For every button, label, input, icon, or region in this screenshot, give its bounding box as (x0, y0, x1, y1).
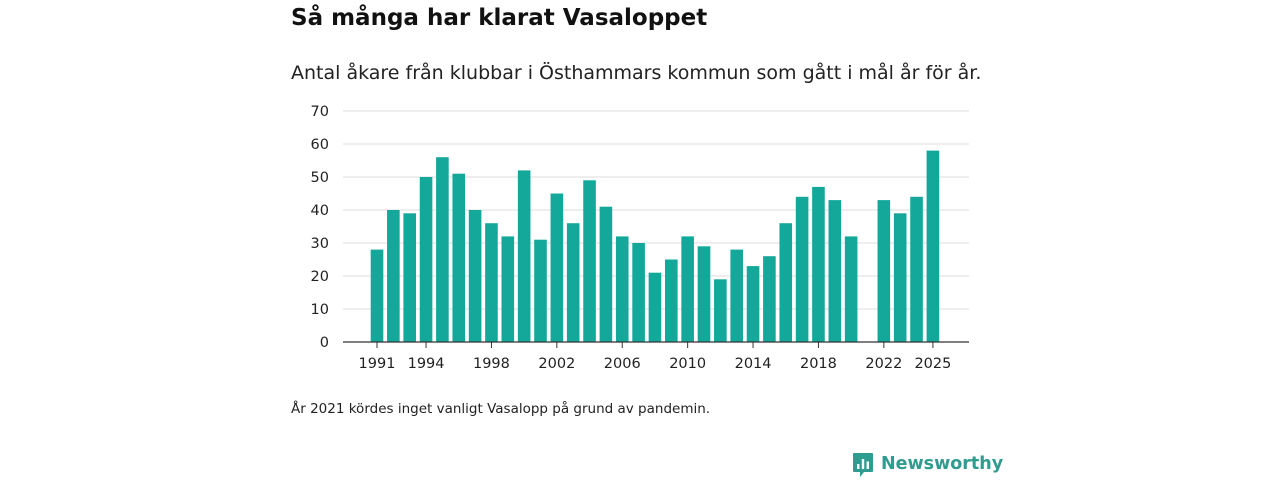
y-axis: 0 10 20 30 40 50 60 70 (311, 104, 329, 351)
y-tick-label: 40 (311, 203, 329, 219)
bar-1998 (485, 223, 498, 342)
bar-2002 (550, 193, 564, 342)
bar-1997 (468, 210, 482, 342)
x-tick-label: 2014 (735, 356, 772, 372)
bar-2018 (812, 186, 825, 342)
bar-1993 (403, 213, 416, 342)
bar-1999 (501, 236, 515, 342)
x-tick-label: 1994 (408, 356, 445, 372)
newsworthy-logo-text: Newsworthy (881, 454, 1004, 474)
y-tick-label: 60 (311, 137, 329, 153)
bar-1992 (387, 210, 400, 342)
chart-title: Så många har klarat Vasaloppet (291, 5, 708, 31)
bar-2001 (534, 239, 547, 342)
bar-1991 (370, 249, 384, 342)
bar-2023 (893, 213, 907, 342)
bar-2012 (714, 279, 727, 342)
bar-2009 (665, 259, 678, 342)
chart-subtitle: Antal åkare från klubbar i Östhammars ko… (291, 62, 982, 84)
bar-2014 (746, 266, 760, 342)
newsworthy-logo-icon (853, 453, 873, 477)
bar-1996 (452, 173, 466, 342)
x-tick-label: 2010 (669, 356, 706, 372)
x-tick-label: 2022 (865, 356, 902, 372)
y-tick-label: 70 (311, 104, 329, 120)
bars (370, 150, 940, 342)
x-tick-label: 1991 (359, 356, 396, 372)
y-tick-label: 0 (320, 335, 329, 351)
y-tick-label: 30 (311, 236, 329, 252)
y-tick-label: 10 (311, 302, 329, 318)
bar-2016 (779, 223, 793, 342)
x-tick-label: 2018 (800, 356, 837, 372)
bar-1994 (419, 177, 433, 342)
bar-2013 (730, 249, 743, 342)
x-tick-label: 2002 (538, 356, 575, 372)
bar-2000 (517, 170, 531, 342)
bar-2024 (910, 196, 923, 342)
bar-2007 (632, 243, 645, 342)
bar-2008 (648, 272, 662, 342)
x-tick-label: 2025 (914, 356, 951, 372)
footnote: År 2021 kördes inget vanligt Vasalopp på… (291, 401, 711, 417)
bar-2011 (697, 246, 711, 342)
bar-2004 (583, 180, 596, 342)
newsworthy-logo: Newsworthy (852, 452, 1003, 480)
bar-1995 (436, 157, 449, 342)
bar-2019 (828, 200, 842, 342)
bar-2005 (599, 206, 613, 342)
bar-2003 (566, 223, 580, 342)
x-axis: 1991 1994 1998 2002 2006 2010 2014 2018 2022 2025 (343, 341, 969, 372)
bar-2015 (763, 256, 776, 342)
x-tick-label: 1998 (473, 356, 510, 372)
bar-2022 (877, 200, 891, 342)
bar-2025 (926, 150, 940, 342)
bar-chart: 0 10 20 30 40 50 60 70 1991 1994 1998 2002 2006 2010… (311, 104, 969, 372)
bar-2017 (795, 196, 809, 342)
bar-2006 (615, 236, 629, 342)
x-tick-label: 2006 (604, 356, 641, 372)
bar-2020 (844, 236, 858, 342)
y-tick-label: 20 (311, 269, 329, 285)
bar-2010 (681, 236, 694, 342)
y-tick-label: 50 (311, 170, 329, 186)
